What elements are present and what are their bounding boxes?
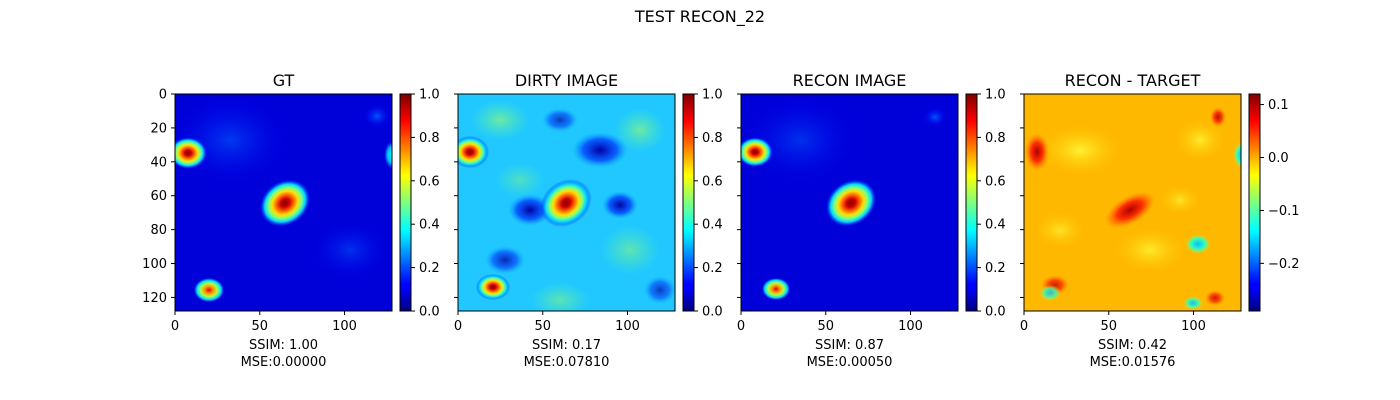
panel-recon-minus-target: RECON - TARGET 0 50 100 0.1 0.0 −0.1 −0.2 SSI… [1020,71,1300,370]
panel-title: GT [273,71,295,90]
ssim-caption: SSIM: 1.00 [249,338,318,353]
colorbar-tick-label: 0.4 [702,218,723,233]
x-tick-label: 50 [534,319,551,334]
colorbar [682,93,695,312]
colorbar-tick-label: 0.0 [985,305,1006,320]
y-tick-label: 40 [150,155,167,170]
ssim-caption: SSIM: 0.42 [1098,338,1167,353]
heatmap-image [1024,94,1241,311]
colorbar-tick-label: 0.4 [419,218,440,233]
x-tick-label: 0 [171,319,179,334]
colorbar-tick-label: 0.8 [985,131,1006,146]
x-tick-label: 100 [1181,319,1206,334]
panel-title: RECON IMAGE [793,71,907,90]
axes-frame [1023,93,1242,312]
figure-suptitle: TEST RECON_22 [634,7,765,27]
ssim-caption: SSIM: 0.17 [532,338,601,353]
heatmap-image [458,94,675,311]
x-tick-label: 100 [898,319,923,334]
y-tick-label: 80 [150,223,167,238]
colorbar-tick-label: 0.6 [419,174,440,189]
x-tick-label: 50 [817,319,834,334]
heatmap-image [175,94,392,311]
panel-recon-image: RECON IMAGE 0 50 100 0.0 0.2 0.4 0.6 0.8 1.0 SS… [737,71,1006,370]
colorbar-tick-label: 0.2 [702,261,723,276]
colorbar [1248,93,1261,312]
colorbar-tick-label: −0.2 [1268,257,1300,272]
y-tick-label: 120 [142,291,167,306]
colorbar-tick-label: 0.0 [1268,151,1289,166]
colorbar-tick-label: 0.2 [419,261,440,276]
axes-frame [457,93,676,312]
y-tick-label: 20 [150,121,167,136]
x-tick-label: 0 [737,319,745,334]
x-tick-label: 50 [1100,319,1117,334]
ssim-caption: SSIM: 0.87 [815,338,884,353]
heatmap-image [741,94,958,311]
colorbar-tick-label: 0.6 [985,174,1006,189]
mse-caption: MSE:0.00050 [807,355,893,370]
mse-caption: MSE:0.00000 [241,355,327,370]
axes-frame [174,93,393,312]
x-tick-label: 50 [251,319,268,334]
colorbar-tick-label: 1.0 [419,88,440,103]
colorbar [399,93,412,312]
colorbar-tick-label: 0.8 [419,131,440,146]
x-tick-label: 0 [454,319,462,334]
x-tick-label: 100 [332,319,357,334]
colorbar-tick-label: −0.1 [1268,204,1300,219]
colorbar-tick-label: 0.2 [985,261,1006,276]
y-tick-label: 60 [150,189,167,204]
colorbar-tick-label: 0.4 [985,218,1006,233]
mse-caption: MSE:0.01576 [1090,355,1176,370]
x-tick-label: 100 [615,319,640,334]
colorbar-tick-label: 1.0 [702,88,723,103]
panel-title: DIRTY IMAGE [515,71,618,90]
panel-gt: GT 0 50 100 0 20 40 60 80 100 120 0.0 0.2 0.4 0.6 0.8… [142,71,440,370]
colorbar [965,93,978,312]
y-tick-label: 100 [142,257,167,272]
x-tick-label: 0 [1020,319,1028,334]
panel-dirty-image: DIRTY IMAGE 0 50 100 0.0 0.2 0.4 0.6 0.8 1.0 SS… [454,71,723,370]
mse-caption: MSE:0.07810 [524,355,610,370]
axes-frame [740,93,959,312]
colorbar-tick-label: 0.6 [702,174,723,189]
colorbar-tick-label: 0.8 [702,131,723,146]
y-tick-label: 0 [159,88,167,103]
panel-title: RECON - TARGET [1065,71,1201,90]
colorbar-tick-label: 0.0 [419,305,440,320]
colorbar-tick-label: 1.0 [985,88,1006,103]
colorbar-tick-label: 0.1 [1268,98,1289,113]
colorbar-tick-label: 0.0 [702,305,723,320]
